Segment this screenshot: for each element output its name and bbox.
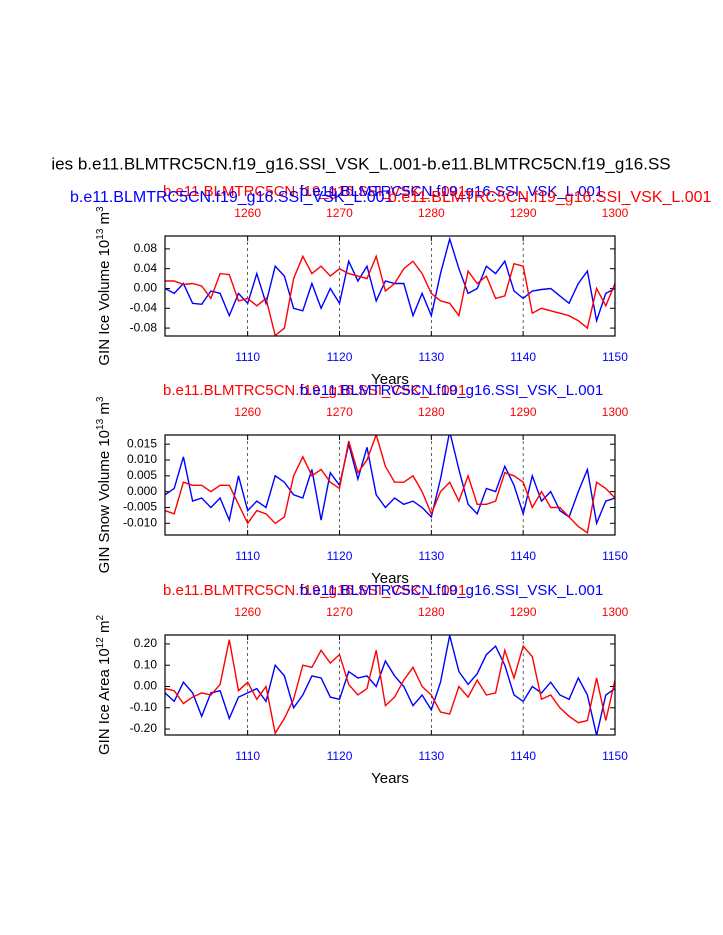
y-tick-label: 0.00 bbox=[134, 679, 158, 693]
x2-tick-label: 1280 bbox=[418, 206, 445, 220]
x-tick-label: 1120 bbox=[327, 350, 353, 364]
x2-tick-label: 1280 bbox=[418, 605, 445, 619]
y-axis-label-part: GIN Ice Volume 10 bbox=[96, 240, 113, 366]
chart-title: ies b.e11.BLMTRC5CN.f19_g16.SSI_VSK_L.00… bbox=[51, 154, 670, 173]
y-axis-label-part: GIN Ice Area 10 bbox=[96, 648, 113, 755]
y-tick-label: -0.005 bbox=[123, 500, 157, 514]
y-tick-label: 0.04 bbox=[134, 261, 158, 275]
x-tick-label: 1150 bbox=[602, 350, 628, 364]
y-tick-label: -0.010 bbox=[123, 515, 157, 529]
x2-tick-label: 1290 bbox=[510, 405, 537, 419]
x-tick-label: 1110 bbox=[235, 749, 260, 763]
subtitle: b.e11.BLMTRC5CN.f19_g16.SSI_VSK_L.001 bbox=[388, 189, 712, 206]
left-label: b.e11.BLMTRC5CN.f19_g16.SSI_VSK_L.001 bbox=[163, 382, 466, 399]
x2-tick-label: 1300 bbox=[602, 206, 629, 220]
y-tick-label: 0.10 bbox=[134, 657, 158, 671]
x2-tick-label: 1260 bbox=[234, 605, 261, 619]
y-tick-label: 0.00 bbox=[134, 281, 158, 295]
x2-tick-label: 1260 bbox=[234, 206, 261, 220]
x-tick-label: 1130 bbox=[418, 350, 444, 364]
y-tick-label: 0.005 bbox=[127, 468, 157, 482]
x-tick-label: 1140 bbox=[510, 749, 536, 763]
x-axis-label: Years bbox=[371, 371, 409, 388]
y-axis-label-part: m bbox=[96, 621, 113, 638]
y-tick-label: -0.20 bbox=[130, 721, 158, 735]
y-axis-label-part: GIN Snow Volume 10 bbox=[96, 430, 113, 573]
series-line bbox=[165, 435, 615, 526]
y-tick-label: 0.20 bbox=[134, 636, 158, 650]
x-tick-label: 1150 bbox=[602, 749, 628, 763]
y-axis-label: GIN Snow Volume 1013 m3 bbox=[95, 396, 113, 573]
series-line bbox=[165, 635, 615, 735]
x-tick-label: 1150 bbox=[602, 549, 628, 563]
x-axis-label: Years bbox=[371, 770, 409, 787]
left-label: b.e11.BLMTRC5CN.f19_g16.SSI_VSK_L.001 bbox=[163, 582, 466, 599]
x-tick-label: 1110 bbox=[235, 549, 260, 563]
y-axis-label: GIN Ice Area 1012 m2 bbox=[95, 615, 113, 756]
x-axis-label: Years bbox=[371, 570, 409, 587]
x2-tick-label: 1270 bbox=[326, 206, 353, 220]
x2-tick-label: 1290 bbox=[510, 605, 537, 619]
y-axis-label-part: m bbox=[96, 402, 113, 419]
x-tick-label: 1140 bbox=[510, 350, 536, 364]
series-line bbox=[165, 435, 615, 534]
y-axis-label: GIN Ice Volume 1013 m3 bbox=[95, 206, 113, 366]
left-label: b.e11.BLMTRC5CN.f19_g16.SSI_VSK_L.001 bbox=[163, 183, 466, 200]
x2-tick-label: 1280 bbox=[418, 405, 445, 419]
series-line bbox=[165, 236, 615, 324]
x-tick-label: 1120 bbox=[327, 549, 353, 563]
x-tick-label: 1130 bbox=[418, 749, 444, 763]
y-tick-label: 0.000 bbox=[127, 484, 157, 498]
y-tick-label: 0.015 bbox=[127, 436, 157, 450]
right-label: b.e11.BLMTRC5CN.f19_g16.SSI_VSK_L.001 bbox=[300, 582, 603, 599]
y-axis-label-part: 13 bbox=[95, 228, 106, 240]
y-tick-label: -0.04 bbox=[130, 300, 158, 314]
plot-frame bbox=[164, 634, 616, 736]
x-tick-label: 1110 bbox=[235, 350, 260, 364]
x-tick-label: 1140 bbox=[510, 549, 536, 563]
x2-tick-label: 1300 bbox=[602, 605, 629, 619]
subtitle: b.e11.BLMTRC5CN.f19_g16.SSI_VSK_L.001 bbox=[70, 189, 394, 206]
series-line bbox=[165, 639, 615, 735]
x2-tick-label: 1270 bbox=[326, 405, 353, 419]
x2-tick-label: 1300 bbox=[602, 405, 629, 419]
series-line bbox=[165, 254, 615, 336]
plot-frame bbox=[164, 434, 616, 536]
x2-tick-label: 1290 bbox=[510, 206, 537, 220]
y-axis-label-part: 12 bbox=[95, 637, 106, 649]
y-axis-label-part: m bbox=[96, 212, 113, 229]
x-tick-label: 1120 bbox=[327, 749, 353, 763]
x-tick-label: 1130 bbox=[418, 549, 444, 563]
x2-tick-label: 1270 bbox=[326, 605, 353, 619]
right-label: b.e11.BLMTRC5CN.f19_g16.SSI_VSK_L.001 bbox=[300, 183, 603, 200]
right-label: b.e11.BLMTRC5CN.f19_g16.SSI_VSK_L.001 bbox=[300, 382, 603, 399]
x2-tick-label: 1260 bbox=[234, 405, 261, 419]
y-tick-label: 0.010 bbox=[127, 452, 157, 466]
y-axis-label-part: 2 bbox=[95, 615, 106, 621]
y-tick-label: -0.08 bbox=[130, 320, 158, 334]
y-tick-label: -0.10 bbox=[130, 700, 158, 714]
plot-frame bbox=[164, 235, 616, 337]
y-axis-label-part: 13 bbox=[95, 418, 106, 430]
y-tick-label: 0.08 bbox=[134, 241, 158, 255]
y-axis-label-part: 3 bbox=[95, 396, 106, 402]
y-axis-label-part: 3 bbox=[95, 206, 106, 212]
